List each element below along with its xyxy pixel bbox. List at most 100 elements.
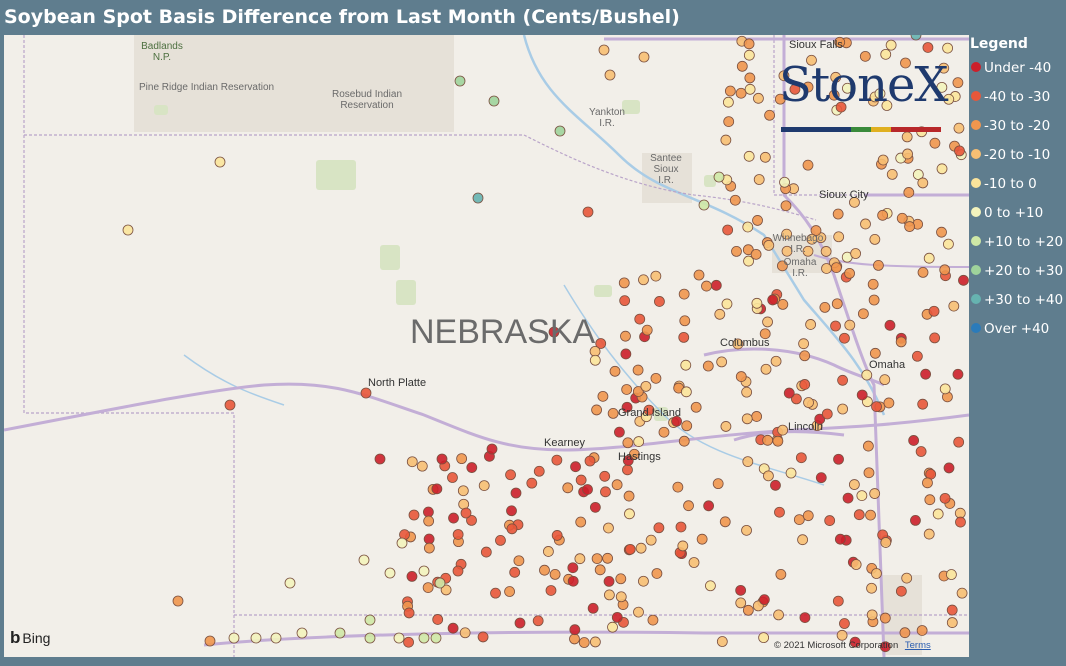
basis-point[interactable] [896, 212, 908, 224]
basis-point[interactable] [759, 151, 771, 163]
basis-point[interactable] [835, 101, 847, 113]
basis-point[interactable] [830, 320, 841, 332]
basis-point[interactable] [632, 386, 644, 397]
basis-point[interactable] [633, 606, 644, 618]
basis-point[interactable] [621, 384, 633, 395]
legend-item[interactable]: -20 to -10 [971, 144, 1050, 166]
basis-point[interactable] [785, 467, 797, 479]
basis-point[interactable] [423, 533, 435, 545]
basis-point[interactable] [830, 262, 842, 274]
basis-point[interactable] [548, 326, 560, 338]
basis-point[interactable] [904, 221, 915, 232]
basis-point[interactable] [741, 386, 753, 398]
basis-point[interactable] [611, 611, 623, 623]
basis-point[interactable] [908, 435, 920, 446]
basis-point[interactable] [582, 206, 594, 218]
basis-point[interactable] [752, 92, 764, 104]
basis-point[interactable] [799, 350, 811, 362]
basis-point[interactable] [802, 510, 814, 522]
basis-point[interactable] [204, 635, 216, 647]
basis-point[interactable] [917, 398, 929, 410]
basis-point[interactable] [821, 263, 832, 274]
basis-point[interactable] [953, 436, 965, 448]
basis-point[interactable] [879, 641, 891, 653]
basis-point[interactable] [418, 632, 430, 644]
basis-point[interactable] [767, 294, 779, 306]
basis-point[interactable] [452, 565, 464, 577]
basis-point[interactable] [874, 88, 886, 100]
basis-point[interactable] [675, 521, 687, 533]
basis-point[interactable] [778, 70, 790, 82]
basis-point[interactable] [228, 632, 240, 644]
basis-point[interactable] [680, 359, 692, 371]
basis-point[interactable] [688, 557, 700, 568]
basis-point[interactable] [856, 490, 868, 502]
basis-point[interactable] [456, 453, 468, 465]
basis-point[interactable] [834, 533, 846, 545]
basis-point[interactable] [735, 584, 747, 596]
basis-point[interactable] [917, 266, 929, 278]
basis-point[interactable] [742, 221, 754, 233]
basis-point[interactable] [744, 83, 756, 95]
basis-point[interactable] [360, 387, 372, 399]
basis-point[interactable] [781, 245, 793, 257]
basis-point[interactable] [758, 594, 770, 606]
basis-point[interactable] [634, 313, 646, 325]
basis-point[interactable] [732, 338, 744, 350]
basis-point[interactable] [716, 356, 728, 368]
basis-point[interactable] [598, 44, 610, 56]
legend-item[interactable]: +20 to +30 [971, 260, 1063, 282]
basis-point[interactable] [647, 614, 659, 626]
bing-attribution[interactable]: b Bing [10, 628, 50, 648]
basis-point[interactable] [795, 452, 807, 464]
basis-point[interactable] [837, 403, 849, 415]
basis-point[interactable] [850, 248, 862, 259]
basis-point[interactable] [849, 636, 861, 648]
basis-point[interactable] [440, 584, 452, 596]
basis-point[interactable] [916, 625, 928, 636]
legend-item[interactable]: -10 to 0 [971, 173, 1037, 195]
basis-point[interactable] [567, 562, 579, 574]
basis-point[interactable] [505, 469, 516, 481]
basis-point[interactable] [936, 163, 948, 175]
legend-item[interactable]: -40 to -30 [971, 86, 1050, 108]
basis-point[interactable] [814, 413, 826, 425]
basis-point[interactable] [640, 380, 652, 392]
basis-point[interactable] [702, 360, 714, 372]
basis-point[interactable] [759, 328, 771, 340]
basis-point[interactable] [651, 568, 663, 579]
basis-point[interactable] [594, 564, 606, 576]
basis-point[interactable] [554, 125, 566, 137]
basis-point[interactable] [671, 415, 682, 427]
basis-point[interactable] [868, 294, 880, 306]
basis-point[interactable] [458, 498, 470, 510]
basis-point[interactable] [393, 632, 405, 644]
basis-point[interactable] [618, 277, 630, 289]
basis-point[interactable] [284, 577, 296, 589]
basis-point[interactable] [705, 580, 716, 592]
basis-point[interactable] [839, 618, 850, 629]
basis-point[interactable] [551, 530, 563, 541]
basis-point[interactable] [899, 627, 911, 639]
basis-point[interactable] [810, 225, 822, 236]
basis-point[interactable] [736, 60, 748, 72]
basis-point[interactable] [871, 568, 882, 579]
basis-point[interactable] [723, 116, 735, 127]
basis-point[interactable] [789, 83, 801, 95]
basis-point[interactable] [775, 569, 787, 580]
basis-point[interactable] [830, 71, 842, 83]
basis-point[interactable] [721, 298, 733, 310]
basis-point[interactable] [724, 85, 736, 97]
basis-point[interactable] [447, 472, 458, 483]
basis-point[interactable] [871, 401, 882, 413]
basis-point[interactable] [589, 354, 601, 366]
legend-item[interactable]: +30 to +40 [971, 289, 1063, 311]
basis-point[interactable] [917, 177, 929, 189]
legend-item[interactable]: +10 to +20 [971, 231, 1063, 253]
basis-point[interactable] [953, 122, 965, 134]
basis-point[interactable] [683, 500, 694, 512]
basis-point[interactable] [884, 319, 896, 331]
basis-point[interactable] [384, 567, 396, 579]
basis-point[interactable] [539, 564, 550, 576]
basis-point[interactable] [743, 255, 754, 267]
